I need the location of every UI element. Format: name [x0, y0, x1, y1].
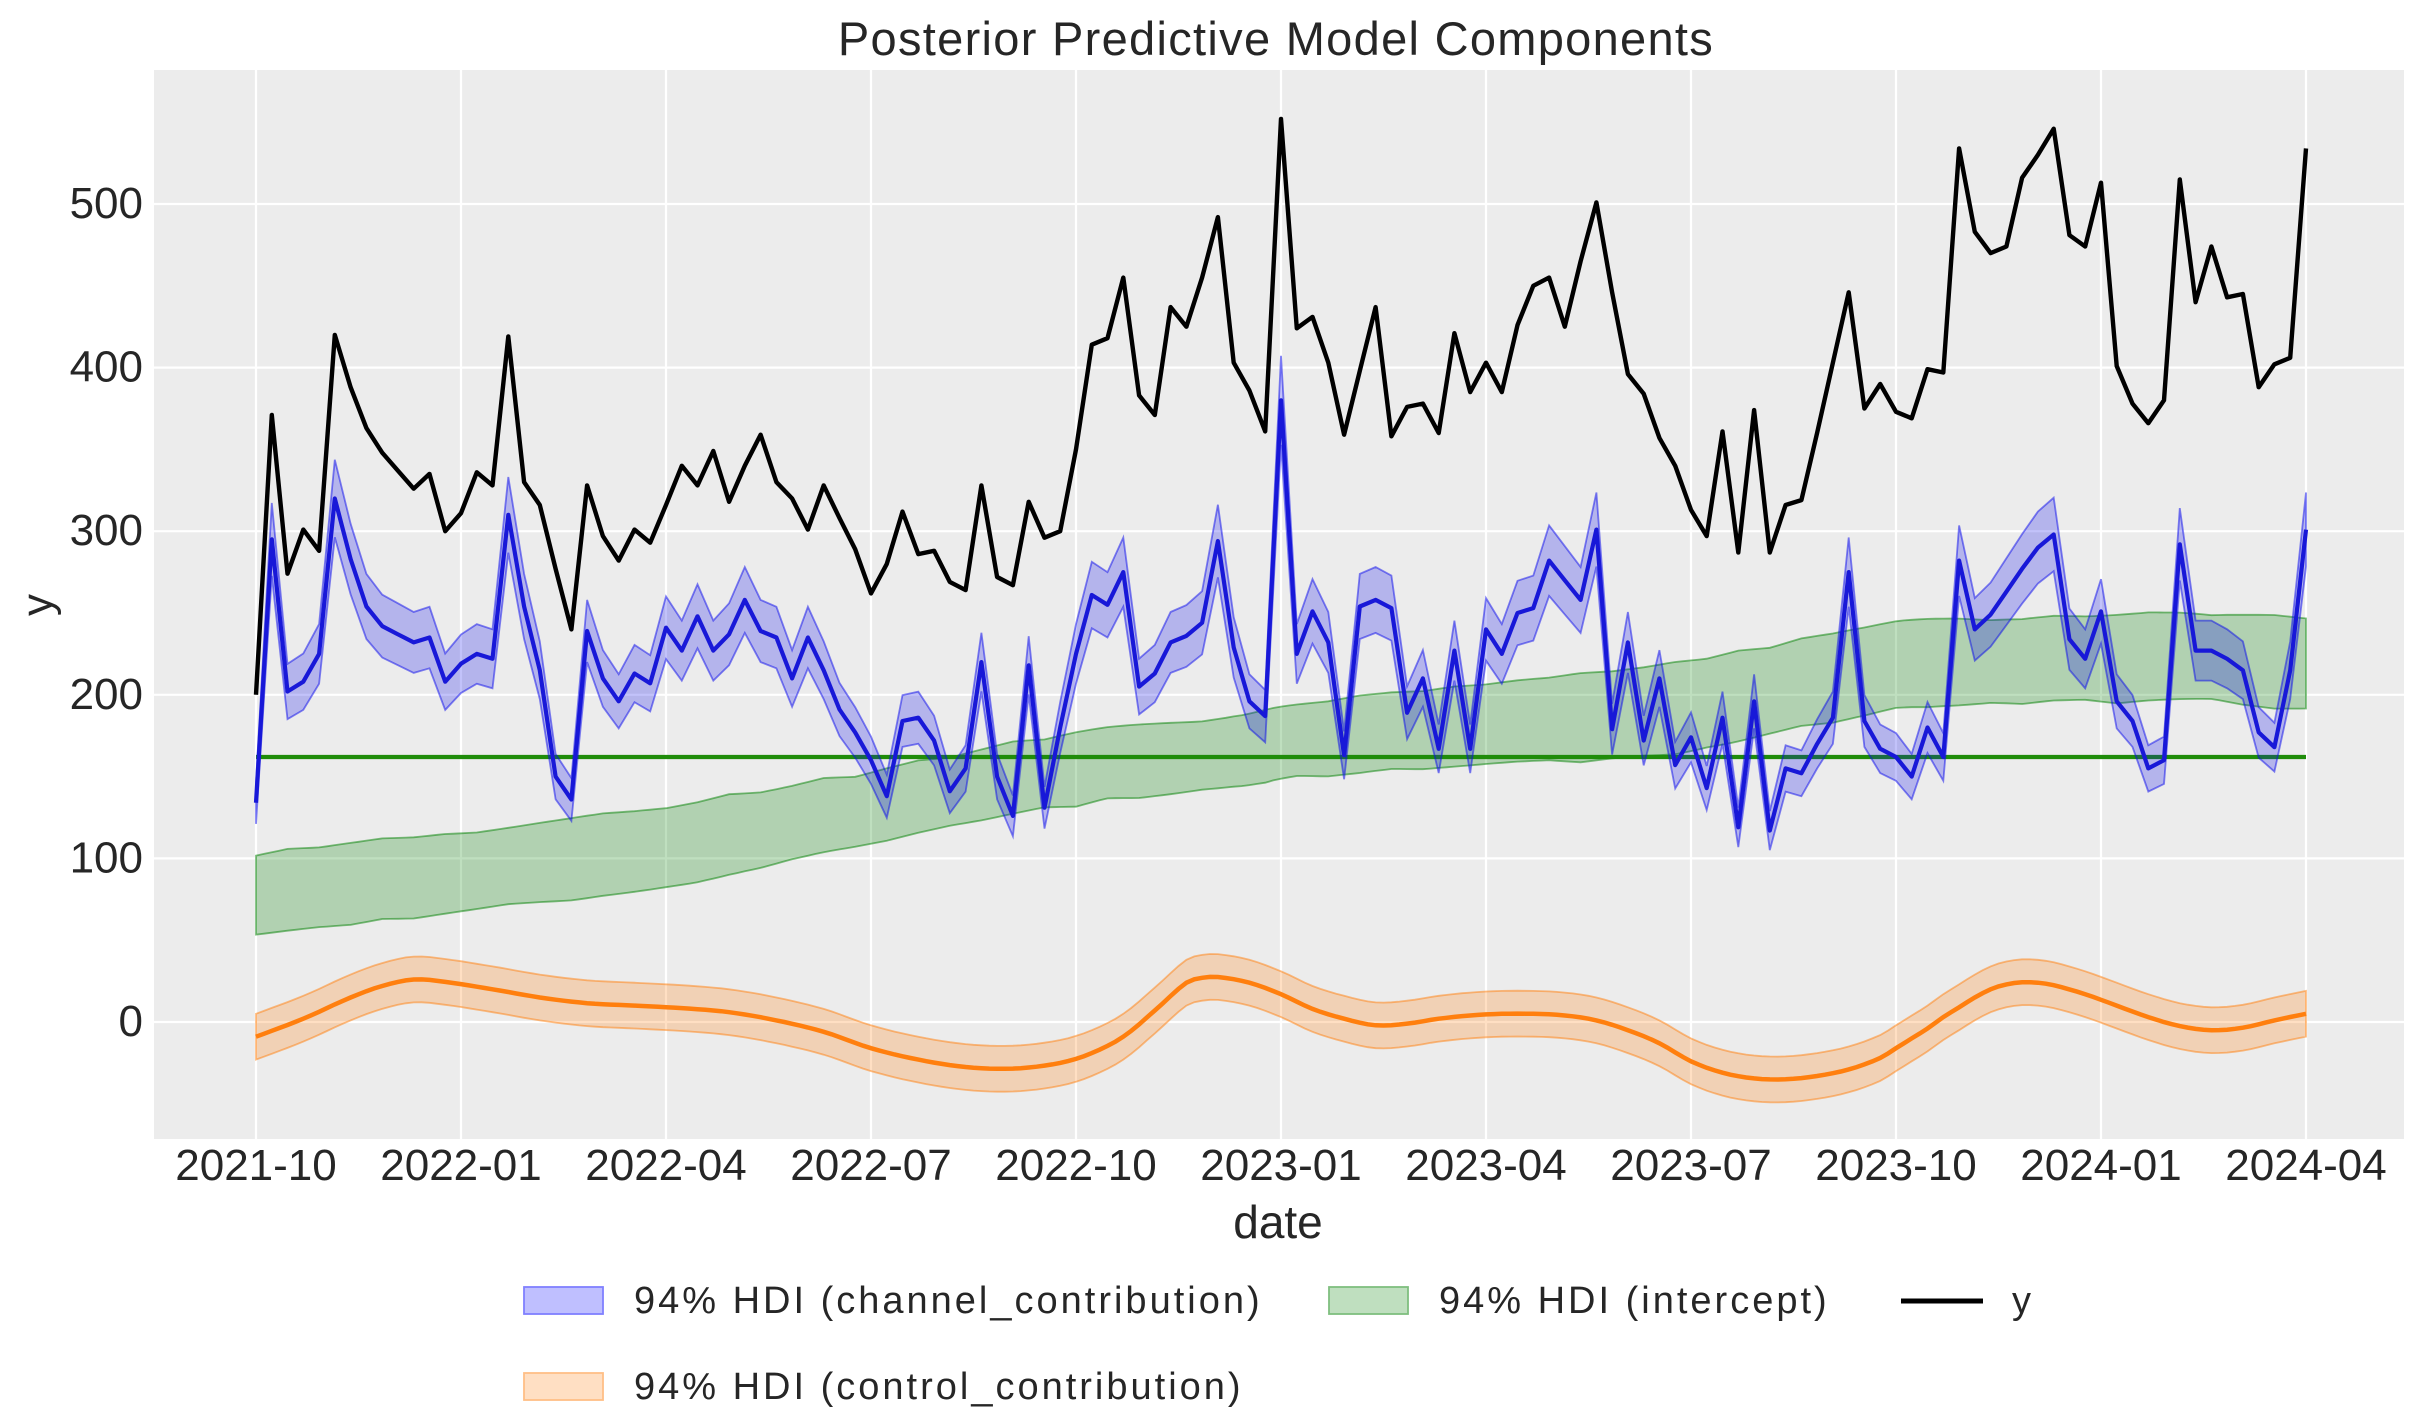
svg-text:2023-04: 2023-04	[1405, 1141, 1566, 1190]
svg-text:94% HDI (intercept): 94% HDI (intercept)	[1439, 1280, 1830, 1322]
svg-text:100: 100	[70, 833, 143, 882]
svg-text:date: date	[1233, 1196, 1323, 1248]
svg-text:y: y	[13, 594, 62, 616]
svg-text:0: 0	[119, 997, 143, 1046]
svg-text:2024-01: 2024-01	[2020, 1141, 2181, 1190]
svg-text:y: y	[2012, 1280, 2031, 1322]
svg-text:400: 400	[70, 343, 143, 392]
svg-text:2024-04: 2024-04	[2225, 1141, 2386, 1190]
svg-text:500: 500	[70, 179, 143, 228]
svg-text:2022-07: 2022-07	[790, 1141, 951, 1190]
svg-text:Posterior Predictive Model Com: Posterior Predictive Model Components	[838, 12, 1714, 65]
svg-text:2021-10: 2021-10	[175, 1141, 336, 1190]
svg-text:2023-07: 2023-07	[1610, 1141, 1771, 1190]
svg-text:2023-01: 2023-01	[1200, 1141, 1361, 1190]
svg-text:94% HDI (channel_contribution): 94% HDI (channel_contribution)	[634, 1280, 1263, 1322]
svg-text:94% HDI (control_contribution): 94% HDI (control_contribution)	[634, 1366, 1244, 1408]
svg-text:2023-10: 2023-10	[1815, 1141, 1976, 1190]
svg-text:200: 200	[70, 670, 143, 719]
svg-text:300: 300	[70, 506, 143, 555]
svg-text:2022-10: 2022-10	[995, 1141, 1156, 1190]
svg-text:2022-01: 2022-01	[380, 1141, 541, 1190]
svg-text:2022-04: 2022-04	[585, 1141, 746, 1190]
